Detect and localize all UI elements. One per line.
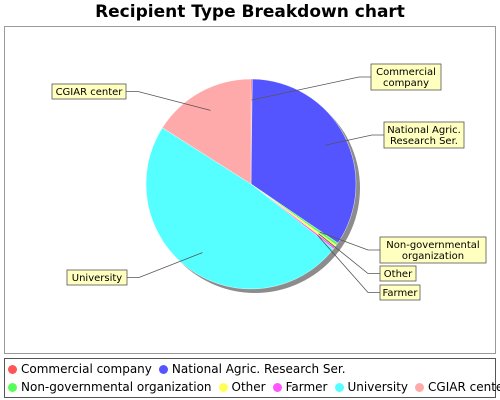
legend-item-university: University xyxy=(334,378,409,396)
callout-other: Other xyxy=(318,233,417,282)
legend-label: Non-governmental organization xyxy=(21,380,212,394)
legend-label: University xyxy=(347,380,409,394)
callout-label: University xyxy=(72,273,123,284)
callout-cgiar-center: CGIAR center xyxy=(51,83,211,111)
callout-national-agric-research-ser: National Agric.Research Ser. xyxy=(325,121,465,149)
callout-connector xyxy=(317,235,380,293)
legend-row: Non-governmental organization Other Farmer… xyxy=(8,378,500,396)
legend-swatch-icon xyxy=(158,365,168,374)
legend-swatch-icon xyxy=(8,383,17,392)
callout-box xyxy=(379,236,487,264)
callout-label: National Agric. xyxy=(387,125,461,136)
legend-label: Other xyxy=(231,380,266,394)
legend-swatch-icon xyxy=(8,365,17,374)
callout-box xyxy=(379,284,421,301)
callout-box xyxy=(51,83,127,100)
callout-label: company xyxy=(383,78,429,89)
legend-item-national-agric-research-ser: National Agric. Research Ser. xyxy=(158,360,346,378)
pie-slice-national-agric-research-ser xyxy=(250,78,357,244)
legend-label: CGIAR center xyxy=(428,380,500,394)
legend-swatch-icon xyxy=(218,383,228,392)
legend-swatch-icon xyxy=(415,383,425,392)
legend-label: Farmer xyxy=(285,380,328,394)
callout-connector xyxy=(126,91,211,111)
callout-label: Farmer xyxy=(383,288,419,299)
chart-title: Recipient Type Breakdown chart xyxy=(95,2,405,22)
callout-farmer: Farmer xyxy=(317,235,421,301)
legend-swatch-icon xyxy=(334,383,344,392)
legend: Commercial company National Agric. Resear… xyxy=(4,358,500,398)
callout-label: Other xyxy=(384,269,413,280)
callout-box xyxy=(66,269,128,286)
legend-item-other: Other xyxy=(218,378,266,396)
callout-label: Research Ser. xyxy=(390,136,458,147)
callout-label: Commercial xyxy=(376,67,436,78)
legend-item-cgiar-center: CGIAR center xyxy=(415,378,500,396)
pie-slice-cgiar-center xyxy=(162,78,252,185)
legend-label: Commercial company xyxy=(21,362,152,376)
callout-connector xyxy=(325,134,384,146)
callout-connector xyxy=(127,252,203,278)
legend-row: Commercial company National Agric. Resear… xyxy=(8,360,353,378)
pie-slice-university xyxy=(145,127,334,290)
callout-label: organization xyxy=(402,251,464,262)
callout-connector xyxy=(319,231,380,251)
callout-label: CGIAR center xyxy=(56,87,124,98)
legend-swatch-icon xyxy=(272,383,282,392)
callout-box xyxy=(379,265,417,282)
callout-connector xyxy=(318,233,380,274)
callout-label: Non-governmental xyxy=(386,240,479,251)
legend-item-non-governmental-organization: Non-governmental organization xyxy=(8,378,212,396)
callout-university: University xyxy=(66,252,203,286)
callout-box xyxy=(383,121,465,149)
callout-connector xyxy=(251,76,371,101)
legend-item-farmer: Farmer xyxy=(272,378,328,396)
plot-area: Commercial company National Agric. Research… xyxy=(4,26,496,354)
legend-label: National Agric. Research Ser. xyxy=(171,362,346,376)
callout-box xyxy=(370,63,442,91)
legend-item-commercial-company: Commercial company xyxy=(8,360,152,378)
